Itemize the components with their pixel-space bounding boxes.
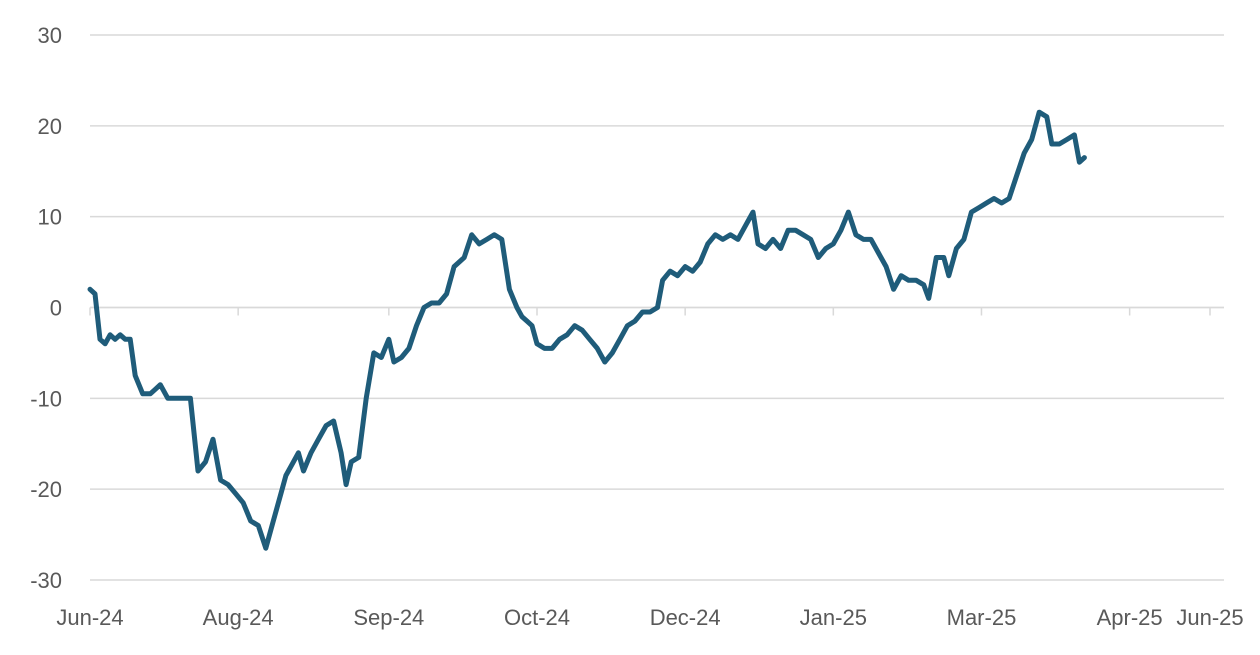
- x-tick-label: Jun-24: [56, 605, 123, 630]
- x-tick-label: Apr-25: [1097, 605, 1163, 630]
- x-tick-label: Oct-24: [504, 605, 570, 630]
- x-tick-label: Mar-25: [947, 605, 1017, 630]
- series-line: [87, 109, 1087, 551]
- x-axis-tick-labels: Jun-24 Aug-24 Sep-24 Oct-24 Dec-24 Jan-25 Mar-…: [56, 605, 1243, 630]
- y-tick-label: -30: [30, 568, 62, 593]
- y-tick-label: 30: [38, 23, 62, 48]
- y-tick-label: 0: [50, 296, 62, 321]
- x-tick-label: Jan-25: [800, 605, 867, 630]
- x-tick-label: Jun-25: [1176, 605, 1243, 630]
- y-tick-label: 10: [38, 205, 62, 230]
- y-axis-tick-labels: -30 -20 -10 0 10 20 30: [30, 23, 62, 593]
- x-tick-label: Dec-24: [650, 605, 721, 630]
- y-tick-label: -20: [30, 477, 62, 502]
- y-tick-label: 20: [38, 114, 62, 139]
- x-tick-label: Sep-24: [353, 605, 424, 630]
- y-tick-label: -10: [30, 386, 62, 411]
- x-tick-label: Aug-24: [203, 605, 274, 630]
- series-layer: [87, 109, 1087, 551]
